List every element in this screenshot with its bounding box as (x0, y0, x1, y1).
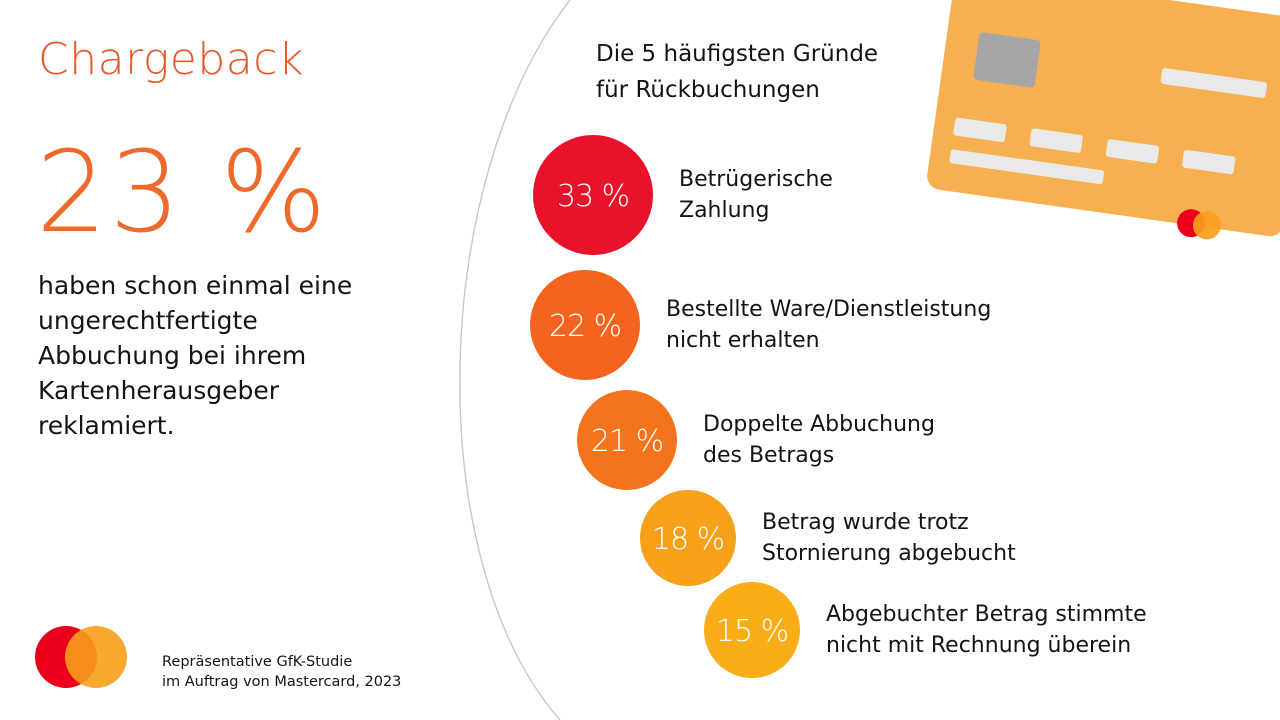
category-label-line-1: Abgebuchter Betrag stimmte (826, 602, 1147, 627)
source-line-1: Repräsentative GfK-Studie (162, 654, 353, 670)
source-line-2: im Auftrag von Mastercard, 2023 (162, 674, 402, 690)
category-label-line-1: Betrag wurde trotz (762, 510, 969, 535)
category-label-1: Betrügerische Zahlung (679, 164, 1099, 226)
credit-card-icon (927, 0, 1280, 240)
bubble-4 (640, 490, 736, 586)
bubble-value-label-2: 22 % (549, 309, 621, 344)
category-label-2: Bestellte Ware/Dienstleistung nicht erhal… (666, 294, 1086, 356)
category-label-line-1: Doppelte Abbuchung (703, 412, 935, 437)
source-note: Repräsentative GfK-Studie im Auftrag von… (162, 652, 401, 692)
category-label-line-1: Bestellte Ware/Dienstleistung (666, 297, 992, 322)
bubble-1 (533, 135, 653, 255)
chart-title-line-2: für Rückbuchungen (596, 77, 820, 103)
category-label-line-2: des Betrags (703, 443, 835, 468)
bubble-value-label-5: 15 % (716, 614, 788, 649)
category-label-5: Abgebuchter Betrag stimmte nicht mit Rech… (826, 599, 1246, 661)
stat-description: haben schon einmal eine ungerechtfertigt… (38, 271, 353, 440)
bubble-value-label-4: 18 % (652, 522, 724, 557)
bubble-2 (530, 270, 640, 380)
category-label-4: Betrag wurde trotz Stornierung abgebucht (762, 507, 1182, 569)
mastercard-logo-icon (35, 626, 127, 688)
bubble-5 (704, 582, 800, 678)
bubble-value-label-3: 21 % (591, 424, 663, 459)
chart-title: Die 5 häufigsten Gründe für Rückbuchunge… (596, 36, 936, 108)
bubble-value-label-1: 33 % (557, 179, 629, 214)
background-arc (459, 0, 571, 720)
category-label-line-2: nicht mit Rechnung überein (826, 633, 1132, 658)
category-label-line-2: Stornierung abgebucht (762, 541, 1016, 566)
category-label-line-1: Betrügerische (679, 167, 833, 192)
category-label-line-2: nicht erhalten (666, 328, 820, 353)
category-label-line-2: Zahlung (679, 198, 770, 223)
category-label-3: Doppelte Abbuchung des Betrags (703, 409, 1123, 471)
chart-title-line-1: Die 5 häufigsten Gründe (596, 41, 879, 67)
page-title: Chargeback (38, 34, 304, 85)
headline-stat: 23 % (36, 128, 329, 258)
bubble-3 (577, 390, 677, 490)
